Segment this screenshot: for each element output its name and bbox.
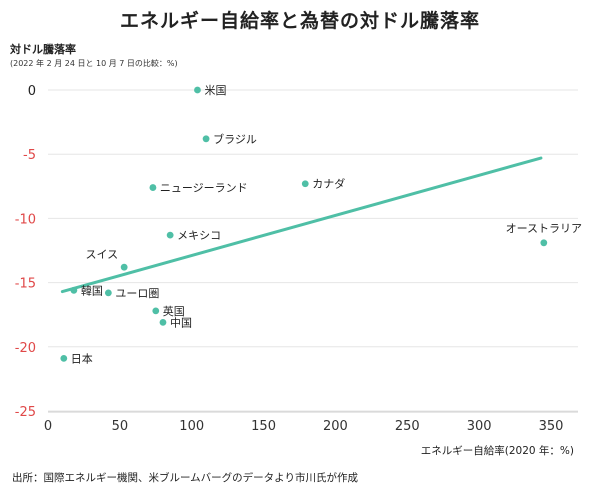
point-label: スイス [85,248,118,261]
x-tick-label: 0 [44,419,52,434]
point-label: 韓国 [81,284,103,297]
point-label: ニュージーランド [160,182,248,195]
data-point [120,263,128,271]
y-axis-note: (2022 年 2 月 24 日と 10 月 7 日の比較：%) [10,59,178,68]
y-tick-label: -15 [15,277,36,292]
point-label: 米国 [204,84,226,97]
data-point [194,86,201,94]
data-point [104,289,112,297]
chart-title: エネルギー自給率と為替の対ドル騰落率 [119,10,480,32]
data-point [301,180,309,188]
scatter-chart: 0 -5 -10 -15 -20 -25 0 50 100 150 200 250 300 350 米国ブラ… [15,84,582,434]
x-tick-label: 100 [179,419,204,434]
data-point [60,354,68,362]
point-label: 日本 [71,351,93,365]
x-tick-label: 200 [323,419,348,434]
trend-line [60,156,543,294]
y-tick-label: 0 [28,84,36,99]
point-label: ブラジル [213,132,257,146]
y-tick-label: -5 [23,148,36,163]
point-label: オーストラリア [506,222,582,235]
y-axis-label: 対ドル騰落率 [10,43,76,56]
data-point [202,135,210,143]
x-tick-label: 300 [467,419,492,434]
point-label: カナダ [312,177,345,191]
x-tick-label: 150 [251,419,276,434]
x-axis-label: エネルギー自給率(2020 年：%) [420,445,574,457]
y-tick-label: -20 [15,341,36,356]
data-point [149,184,157,191]
data-point [540,239,548,247]
point-label: メキシコ [177,229,221,242]
point-label: 中国 [170,316,192,329]
x-tick-label: 50 [112,419,129,434]
data-point [70,286,78,294]
y-tick-label: -10 [15,212,36,227]
x-tick-label: 350 [539,419,564,434]
source-note: 出所：国際エネルギー機関、米ブルームバーグのデータより市川氏が作成 [12,472,358,484]
y-tick-label: -25 [15,405,36,420]
x-tick-label: 250 [395,419,420,434]
data-point [159,319,167,326]
data-point [152,307,160,315]
data-point [166,231,174,239]
point-label: 英国 [163,304,185,318]
point-label: ユーロ圏 [115,287,159,300]
